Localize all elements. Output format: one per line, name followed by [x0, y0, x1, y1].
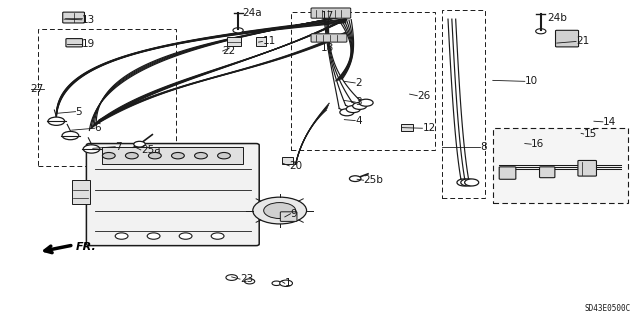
Bar [442, 10, 485, 198]
Circle shape [179, 233, 192, 239]
Text: 11: 11 [262, 36, 276, 47]
Circle shape [134, 141, 145, 147]
Text: 15: 15 [584, 129, 597, 139]
Circle shape [115, 233, 128, 239]
FancyBboxPatch shape [556, 30, 579, 47]
Text: 7: 7 [115, 142, 122, 152]
Bar [256, 37, 266, 46]
Text: 27: 27 [31, 84, 44, 94]
FancyBboxPatch shape [280, 212, 297, 221]
Text: SD43E0500C: SD43E0500C [584, 304, 630, 313]
Circle shape [125, 152, 138, 159]
Text: 20: 20 [289, 161, 303, 171]
Text: 18: 18 [321, 43, 335, 54]
Circle shape [457, 179, 471, 186]
Text: 13: 13 [82, 15, 95, 25]
FancyBboxPatch shape [311, 8, 351, 18]
FancyBboxPatch shape [311, 34, 347, 42]
Circle shape [147, 233, 160, 239]
Text: 2: 2 [355, 78, 362, 88]
Bar [401, 124, 413, 131]
Text: 6: 6 [95, 123, 101, 133]
Circle shape [561, 37, 568, 41]
Bar [72, 180, 90, 204]
Bar [282, 157, 293, 164]
Text: 25b: 25b [364, 175, 383, 185]
FancyBboxPatch shape [86, 144, 259, 246]
Circle shape [48, 117, 65, 125]
Text: 26: 26 [417, 91, 431, 101]
Circle shape [561, 41, 568, 45]
Circle shape [83, 145, 100, 153]
Circle shape [195, 152, 207, 159]
Circle shape [244, 279, 255, 284]
Circle shape [461, 179, 475, 186]
Text: 4: 4 [355, 115, 362, 126]
Circle shape [561, 33, 568, 36]
Circle shape [272, 281, 281, 286]
Circle shape [536, 29, 546, 34]
Bar [38, 29, 176, 166]
Circle shape [233, 28, 243, 33]
FancyBboxPatch shape [63, 12, 84, 23]
Bar [493, 128, 628, 203]
FancyBboxPatch shape [578, 160, 596, 176]
FancyBboxPatch shape [540, 167, 555, 178]
Circle shape [211, 233, 224, 239]
Circle shape [253, 197, 307, 224]
FancyBboxPatch shape [66, 39, 83, 47]
Circle shape [340, 109, 354, 116]
Text: 19: 19 [82, 39, 95, 49]
Circle shape [359, 99, 373, 106]
Text: 25a: 25a [141, 145, 161, 155]
FancyBboxPatch shape [499, 167, 516, 179]
Text: 1: 1 [285, 278, 291, 288]
Circle shape [226, 275, 237, 280]
Text: 12: 12 [422, 123, 436, 133]
Text: 9: 9 [291, 209, 297, 219]
Circle shape [218, 152, 230, 159]
Circle shape [62, 131, 79, 140]
Circle shape [349, 176, 361, 182]
Circle shape [148, 152, 161, 159]
Circle shape [346, 106, 360, 113]
Circle shape [353, 102, 367, 109]
Text: 5: 5 [76, 107, 82, 117]
Circle shape [280, 280, 292, 286]
Text: 3: 3 [355, 97, 362, 107]
Circle shape [264, 203, 296, 219]
Text: 14: 14 [603, 117, 616, 127]
Text: FR.: FR. [76, 242, 96, 252]
Bar [291, 12, 435, 150]
Bar [227, 37, 241, 46]
Text: 22: 22 [223, 46, 236, 56]
Text: 21: 21 [576, 36, 589, 47]
Circle shape [465, 179, 479, 186]
Text: 16: 16 [531, 139, 545, 149]
Bar [102, 147, 243, 164]
Text: 8: 8 [480, 142, 486, 152]
Text: 17: 17 [321, 11, 335, 21]
Text: 24b: 24b [547, 12, 567, 23]
Text: 10: 10 [525, 76, 538, 86]
Circle shape [172, 152, 184, 159]
Circle shape [102, 152, 115, 159]
Text: 23: 23 [240, 274, 253, 284]
Text: 24a: 24a [242, 8, 262, 18]
